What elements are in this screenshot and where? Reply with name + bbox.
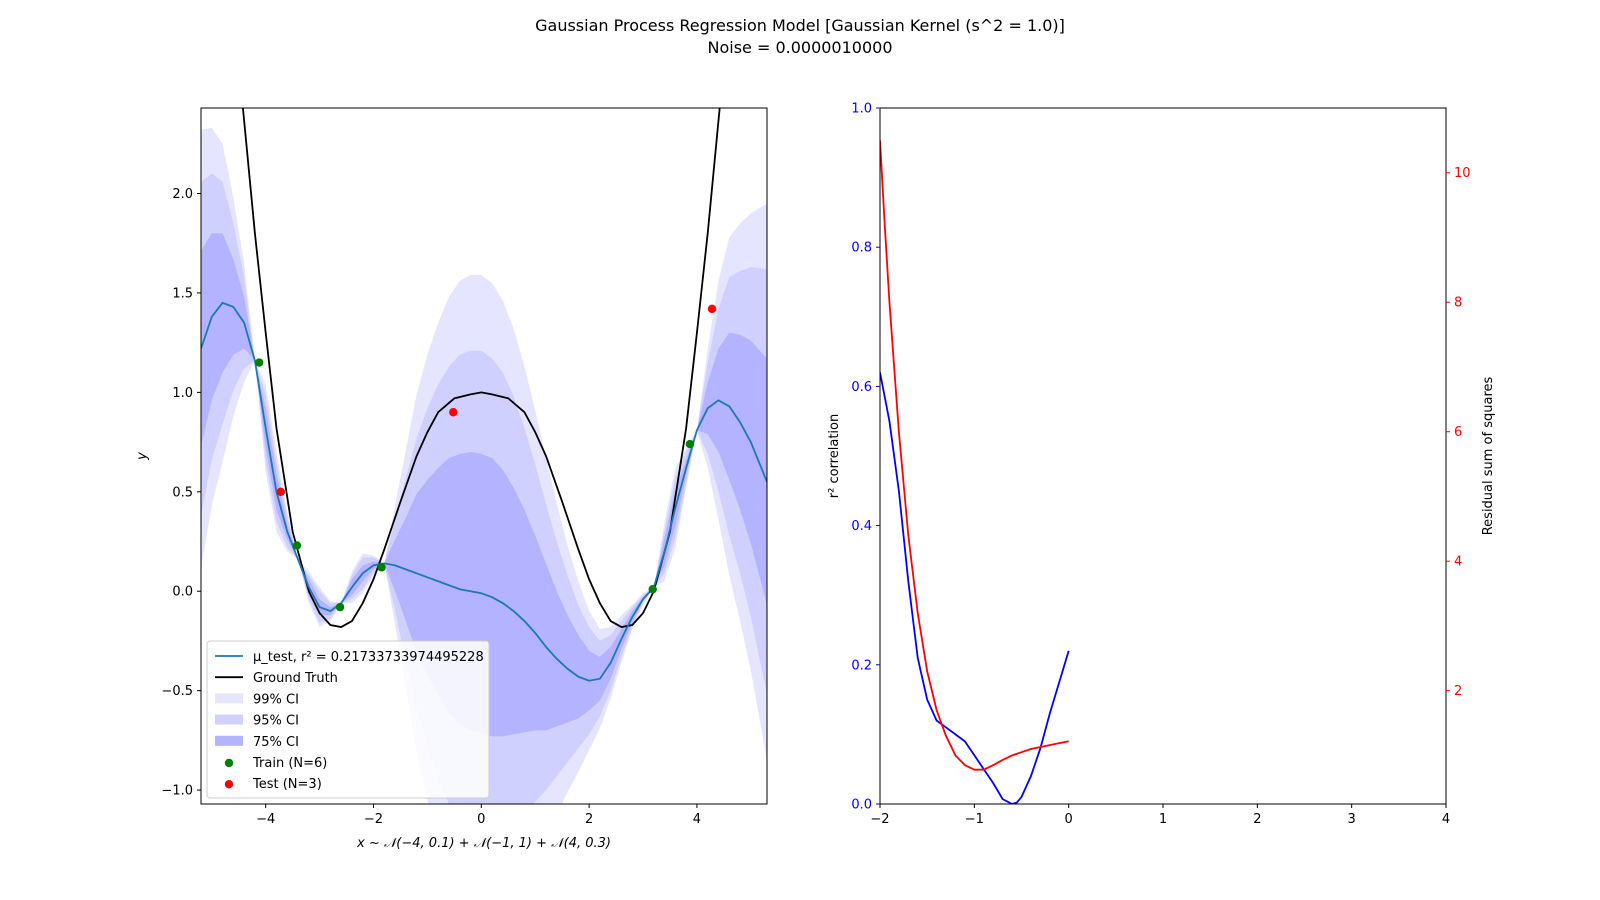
rss-line bbox=[880, 140, 1069, 771]
x-tick-label: −2 bbox=[870, 812, 889, 827]
x-tick-label: −1 bbox=[965, 812, 984, 827]
x-tick-label: −4 bbox=[256, 812, 275, 827]
x-tick-label: 2 bbox=[585, 812, 593, 827]
mean-line bbox=[201, 301, 767, 682]
train-point bbox=[685, 439, 695, 449]
y-tick-label-right: 4 bbox=[1454, 555, 1462, 570]
legend-entry-test-swatch bbox=[224, 780, 234, 789]
y-tick-label-left: 1.0 bbox=[851, 102, 872, 117]
left-plot-frame bbox=[200, 107, 768, 805]
legend-entry-train-swatch bbox=[224, 758, 234, 768]
legend-entry-ci75-label: 75% CI bbox=[253, 735, 299, 750]
right-y-axis-label-r2: r² correlation bbox=[827, 414, 842, 498]
left-x-axis-label: x ~ 𝒩(−4, 0.1) + 𝒩(−1, 1) + 𝒩(4, 0.3) bbox=[356, 836, 611, 851]
x-tick-label: 4 bbox=[693, 812, 701, 827]
legend-entry-train-label: Train (N=6) bbox=[252, 756, 327, 771]
legend-entry-ground-truth-label: Ground Truth bbox=[253, 671, 338, 686]
y-tick-label: 2.0 bbox=[172, 187, 193, 202]
y-tick-label-left: 0.4 bbox=[851, 519, 872, 534]
train-point bbox=[648, 585, 657, 594]
legend-entry-ci99-label: 99% CI bbox=[253, 692, 299, 707]
y-tick-label-left: 0.0 bbox=[851, 798, 872, 813]
y-tick-label-right: 6 bbox=[1454, 425, 1462, 440]
y-tick-label-left: 0.6 bbox=[851, 380, 872, 395]
x-tick-label: 0 bbox=[1065, 812, 1073, 827]
x-tick-label: −2 bbox=[364, 812, 383, 827]
legend-entry-ci95-swatch bbox=[215, 714, 243, 725]
legend-entry-ci95-label: 95% CI bbox=[253, 714, 299, 729]
x-tick-label: 2 bbox=[1253, 812, 1261, 827]
legend-entry-mean-label: μ_test, r² = 0.21733733974495228 bbox=[253, 650, 484, 665]
legend-entry-test-label: Test (N=3) bbox=[252, 777, 322, 792]
x-tick-label: 0 bbox=[477, 812, 485, 827]
test-point bbox=[449, 408, 458, 417]
ci-band-2 bbox=[201, 233, 767, 737]
test-point bbox=[276, 487, 285, 496]
test-point bbox=[707, 304, 717, 314]
x-tick-label: 1 bbox=[1159, 812, 1167, 827]
train-point bbox=[377, 563, 386, 572]
y-tick-label-right: 2 bbox=[1454, 684, 1462, 699]
y-tick-label: 1.0 bbox=[172, 386, 193, 401]
train-point bbox=[335, 602, 345, 612]
legend-entry-ci75-swatch bbox=[215, 735, 243, 746]
r2-line bbox=[880, 372, 1070, 804]
legend-box bbox=[206, 640, 490, 799]
y-tick-label: −0.5 bbox=[161, 684, 193, 699]
left-y-axis-label: y bbox=[135, 452, 150, 461]
gp-regression-chart: −4 −2 0 2 4 −1.0 −0.5 0.0 0.5 1.0 1.5 2.0 μ_test, r… bbox=[135, 107, 768, 851]
x-tick-label: 4 bbox=[1442, 812, 1450, 827]
legend: μ_test, r² = 0.21733733974495228 Ground T… bbox=[206, 640, 490, 799]
y-tick-label-left: 0.2 bbox=[851, 658, 872, 673]
figure-subtitle: Noise = 0.0000010000 bbox=[707, 38, 893, 57]
figure-title: Gaussian Process Regression Model [Gauss… bbox=[535, 16, 1065, 35]
y-tick-label-right: 10 bbox=[1454, 166, 1471, 181]
y-tick-label: 0.5 bbox=[172, 485, 193, 500]
y-tick-label-right: 8 bbox=[1454, 296, 1462, 311]
y-tick-label: 0.0 bbox=[172, 585, 193, 600]
y-tick-label: 1.5 bbox=[172, 286, 193, 301]
right-y-axis-label-rss: Residual sum of squares bbox=[1481, 376, 1496, 535]
y-tick-label: −1.0 bbox=[161, 784, 193, 799]
train-point bbox=[255, 358, 264, 367]
metrics-chart: −2 −1 0 1 2 3 4 0.0 0.2 0.4 0.6 0.8 1.0 2 4 6 8 10 r² cor… bbox=[827, 102, 1496, 828]
train-point bbox=[292, 541, 302, 550]
y-tick-label-left: 0.8 bbox=[851, 241, 872, 256]
ground-truth-line bbox=[242, 108, 721, 628]
right-plot-frame bbox=[879, 107, 1447, 805]
legend-entry-ci99-swatch bbox=[215, 693, 243, 704]
x-tick-label: 3 bbox=[1348, 812, 1356, 827]
